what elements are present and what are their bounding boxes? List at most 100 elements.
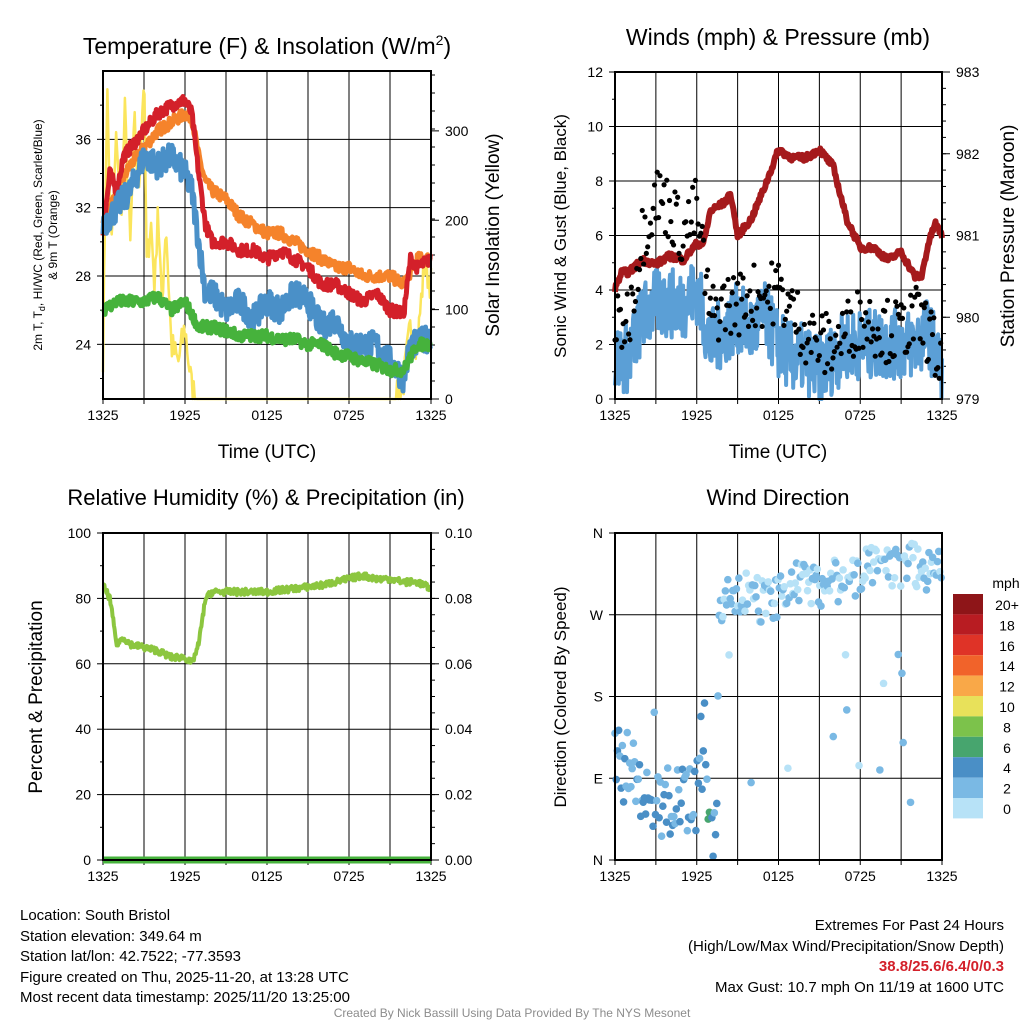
legend-swatch [953,736,983,758]
gust-point [800,344,806,350]
gust-point [615,293,621,299]
legend-label: 14 [999,658,1015,674]
gust-point [685,198,692,205]
wind-direction-point [903,574,911,583]
gust-point [789,288,795,294]
wind-direction-point [829,732,838,741]
wind-direction-point [840,583,849,592]
wind-direction-point [795,596,803,605]
gust-point [631,308,637,314]
gust-point [903,349,910,355]
series-9m-t [100,107,433,290]
gust-point [861,323,867,329]
location-text: Location: South Bristol [20,907,171,924]
wind-direction-point [725,651,733,659]
x-tick-label: 0725 [333,868,364,884]
speed-legend: mph 20+ 18 16 14 12 10 8 6 4 2 0 [953,575,1020,819]
wind-direction-point [791,579,800,587]
gust-point [899,315,906,321]
plot-border [102,532,432,861]
wind-direction-point [834,597,842,606]
gust-point [670,242,677,248]
gust-point [745,323,752,329]
y-tick-label: 10 [587,119,603,135]
gust-point [641,261,647,267]
wind-direction-point [904,559,912,568]
gust-point [929,331,936,338]
y-tick-label: 12 [587,64,603,80]
legend-swatch [953,696,983,717]
gust-point [666,197,673,204]
gust-point [822,369,828,376]
wind-direction-point [888,582,896,590]
gust-point [645,244,651,250]
wind-direction-point [817,602,825,610]
wind-direction-point [635,760,644,769]
wind-direction-point [695,754,704,763]
x-tick-label: 1925 [169,868,200,884]
legend-label: 2 [1003,781,1011,797]
gust-point [927,316,933,322]
legend-label: 8 [1003,719,1011,735]
credit-text: Created By Nick Bassill Using Data Provi… [333,1006,691,1020]
max-gust-text: Max Gust: 10.7 mph On 11/19 at 1600 UTC [714,978,1004,996]
gust-point [845,298,851,304]
legend-swatch [953,634,983,656]
gust-point [863,310,869,316]
gust-point [766,283,772,289]
gust-point [748,308,754,314]
wind-direction-point [841,651,850,659]
gust-point [882,308,888,314]
series-relative-humidity [101,571,432,665]
y-tick-label: 0 [83,852,91,868]
wind-direction-point [780,582,789,591]
gust-point [661,182,667,188]
wind-direction-point [727,600,736,608]
wind-direction-point [831,559,840,567]
wind-direction-point [652,796,661,805]
y-tick-label: E [594,770,603,786]
gust-point [714,305,720,311]
wind-direction-point [750,581,759,590]
gust-point [691,230,697,236]
gust-point [801,321,807,328]
gust-point [875,326,881,332]
chart-title: Temperature (F) & Insolation (W/m2) [83,32,451,59]
gust-point [901,305,907,311]
wind-direction-point [650,708,659,717]
gust-point [893,299,899,305]
wind-direction-point [714,692,722,700]
gust-point [886,358,892,365]
wind-direction-point [661,780,670,789]
y-right-tick-label: 0.10 [445,525,472,541]
y-right-tick-label: 200 [445,212,469,228]
y-tick-label: N [593,525,603,541]
x-tick-label: 1325 [599,407,630,423]
wind-direction-point [766,587,775,595]
y-tick-label: 20 [75,787,91,803]
gust-point [928,309,934,315]
gust-point [726,303,733,309]
wind-direction-point [694,779,703,788]
chart-title: Winds (mph) & Pressure (mb) [626,24,930,50]
gust-point [662,230,669,236]
gust-point [773,267,779,274]
plot-border [614,532,943,861]
wind-direction-point [872,546,880,555]
gust-point [872,353,878,359]
gust-point [805,336,812,342]
gust-point [782,316,788,322]
legend-swatch [953,716,983,737]
gust-point [721,283,727,289]
plot-border [102,70,432,400]
gust-point [826,318,832,325]
wind-direction-point [634,775,643,783]
panel-3: 1325 1925 0125 0725 13250204060801000.000.02… [26,485,472,884]
gust-point [755,289,761,295]
gust-point [680,243,686,249]
gust-point [859,316,865,323]
x-tick-label: 1325 [926,407,957,423]
gust-point [675,194,681,200]
legend-label: 10 [999,699,1015,715]
wind-direction-point [683,826,692,835]
